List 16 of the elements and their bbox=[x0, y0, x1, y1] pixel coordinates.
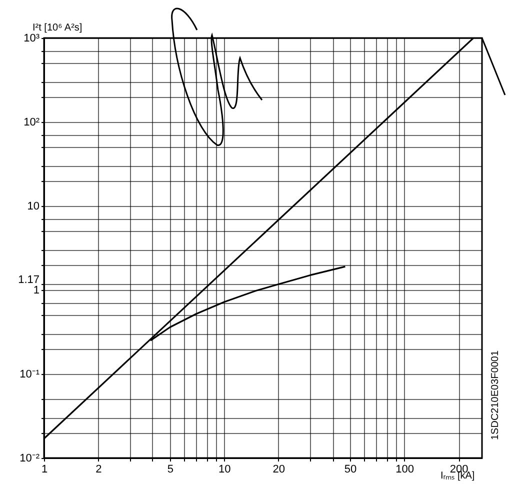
y-tick-label: 10 bbox=[27, 200, 40, 212]
x-tick-label: 50 bbox=[344, 464, 357, 476]
x-tick-label: 10 bbox=[218, 464, 231, 476]
x-tick-label: 1 bbox=[41, 464, 48, 476]
x-tick-label: 20 bbox=[272, 464, 285, 476]
y-axis-title: I²t [10⁶ A²s] bbox=[32, 22, 82, 34]
y-tick-label: 10⁻² bbox=[20, 452, 40, 464]
y-tick-label: 10⁻¹ bbox=[20, 368, 40, 380]
x-tick-label: 2 bbox=[96, 464, 102, 476]
y-tick-label: 1 bbox=[33, 284, 40, 296]
y-tick-label: 1.17 bbox=[18, 274, 40, 286]
x-tick-label: 100 bbox=[396, 464, 414, 476]
text: 1SDC210E03F0001 bbox=[490, 350, 501, 440]
y-tick-label: 10² bbox=[24, 116, 40, 128]
x-tick-label: 5 bbox=[167, 464, 174, 476]
y-tick-label: 10³ bbox=[24, 32, 40, 44]
